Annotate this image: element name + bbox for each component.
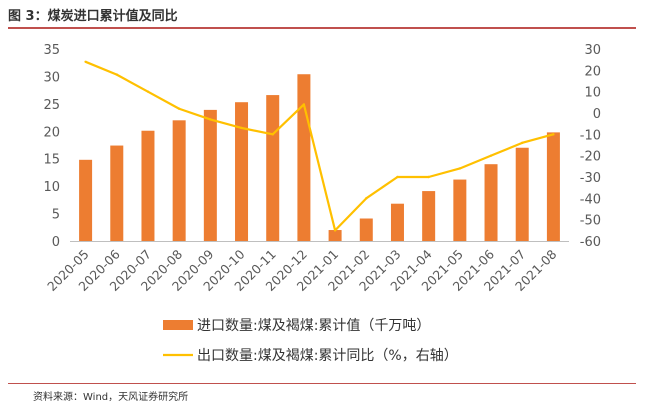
- left-axis-tick: 25: [43, 98, 60, 113]
- line-point: [552, 133, 555, 136]
- bar: [515, 147, 529, 241]
- left-axis-tick: 15: [43, 153, 60, 168]
- line-series: [84, 60, 555, 232]
- line-point: [365, 197, 368, 200]
- line-point: [396, 175, 399, 179]
- bar: [235, 102, 249, 241]
- line-point: [489, 154, 493, 157]
- bar: [422, 191, 436, 241]
- line-point: [333, 229, 337, 232]
- line-point: [521, 141, 524, 145]
- bar: [110, 145, 124, 241]
- figure-title: 图 3：煤炭进口累计值及同比: [8, 9, 178, 24]
- bar: [328, 230, 342, 241]
- right-axis-tick: 10: [584, 86, 601, 101]
- right-axis-tick: 30: [584, 43, 601, 58]
- line-point: [427, 175, 430, 179]
- right-axis-tick: -20: [580, 150, 601, 165]
- right-axis-tick: -30: [580, 171, 601, 186]
- bar: [79, 159, 93, 241]
- chart: 05101520253035-60-50-40-30-20-1001020302…: [43, 43, 601, 364]
- left-axis-tick: 10: [43, 180, 60, 195]
- legend-line-label: 出口数量:煤及褐煤:累计同比（%，右轴）: [197, 348, 458, 364]
- bar: [141, 130, 155, 241]
- right-axis-tick: -50: [580, 214, 601, 229]
- series-line: [85, 60, 554, 232]
- bar: [266, 95, 280, 241]
- left-axis-tick: 0: [52, 235, 60, 250]
- right-axis-tick: -60: [580, 235, 601, 250]
- bar: [297, 74, 311, 241]
- line-point: [115, 73, 118, 76]
- line-point: [84, 60, 87, 63]
- bar: [453, 179, 467, 241]
- left-axis-tick: 35: [43, 43, 60, 58]
- right-axis-tick: -40: [580, 192, 601, 207]
- bar: [359, 218, 373, 241]
- bar-series: [79, 74, 560, 242]
- bar: [484, 164, 498, 241]
- chart-legend: 进口数量:煤及褐煤:累计值（千万吨） 出口数量:煤及褐煤:累计同比（%，右轴）: [163, 318, 458, 364]
- line-point: [302, 103, 306, 106]
- source-note: 资料来源：Wind，天风证券研究所: [33, 392, 189, 403]
- bottom-rule: [8, 383, 636, 384]
- left-axis-tick: 20: [43, 125, 60, 140]
- bar: [390, 203, 404, 241]
- bar: [203, 109, 217, 242]
- bar: [172, 120, 186, 241]
- right-axis-tick: 0: [593, 107, 601, 122]
- left-axis-tick: 30: [43, 70, 60, 85]
- legend-bar-label: 进口数量:煤及褐煤:累计值（千万吨）: [197, 318, 430, 334]
- line-point: [240, 126, 243, 130]
- right-axis-tick: 20: [584, 64, 601, 79]
- line-point: [209, 118, 212, 121]
- line-point: [458, 167, 462, 170]
- left-axis-tick: 5: [52, 208, 60, 223]
- line-point: [271, 133, 274, 136]
- line-point: [177, 107, 181, 110]
- line-point: [146, 90, 150, 93]
- right-axis-tick: -10: [580, 128, 601, 143]
- top-rule: [8, 27, 636, 29]
- bar: [546, 132, 560, 241]
- legend-bar-swatch: [163, 320, 193, 330]
